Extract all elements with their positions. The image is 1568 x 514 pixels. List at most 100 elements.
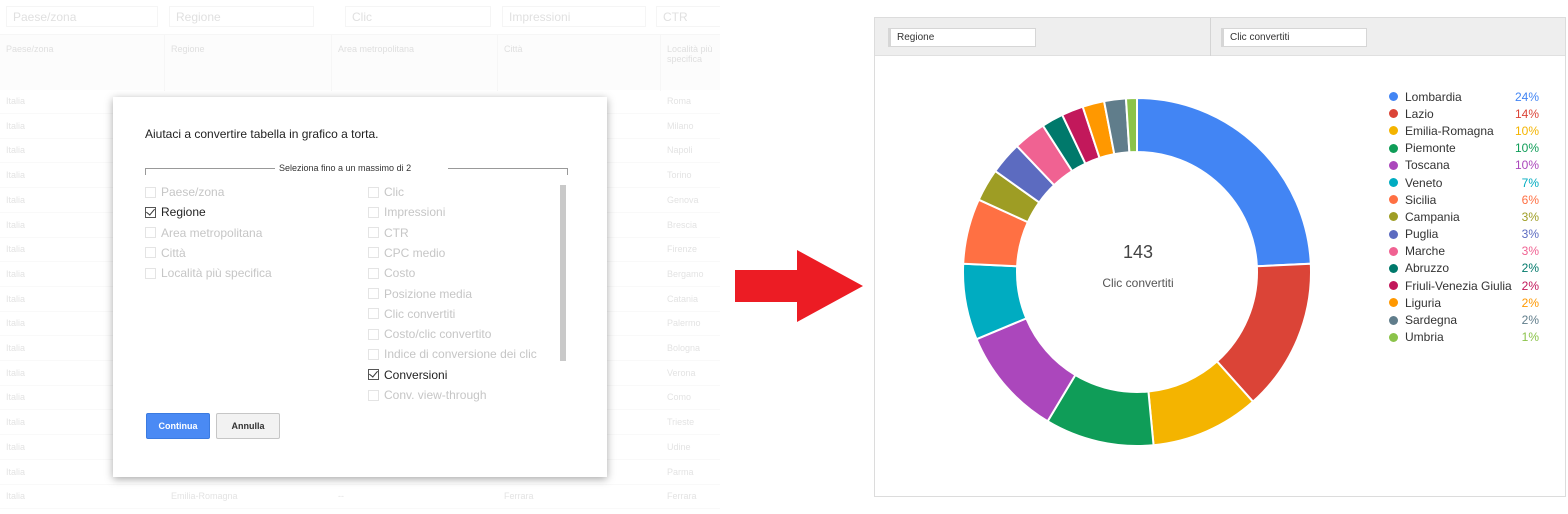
column-header[interactable]: Area metropolitana xyxy=(332,35,498,91)
legend-label: Piemonte xyxy=(1405,141,1456,156)
option-right-4[interactable]: Costo xyxy=(368,265,415,281)
legend-label: Friuli-Venezia Giulia xyxy=(1405,278,1512,293)
legend-percent: 3% xyxy=(1521,244,1539,259)
legend-item[interactable]: Friuli-Venezia Giulia 2% xyxy=(1389,277,1539,294)
cancel-button[interactable]: Annulla xyxy=(216,413,280,439)
checkbox[interactable] xyxy=(368,308,379,320)
table-cell: Ferrara xyxy=(504,491,534,502)
legend-item[interactable]: Toscana 10% xyxy=(1389,157,1539,174)
option-right-7[interactable]: Costo/clic convertito xyxy=(368,326,491,342)
option-right-5[interactable]: Posizione media xyxy=(368,286,472,302)
donut-center-label: Clic convertiti xyxy=(1102,276,1174,290)
metric-field[interactable]: Clic convertiti xyxy=(1221,28,1367,47)
legend-item[interactable]: Sicilia 6% xyxy=(1389,191,1539,208)
legend-swatch-icon xyxy=(1389,160,1398,170)
option-right-0[interactable]: Clic xyxy=(368,184,404,200)
filter-paese-input[interactable]: Paese/zona xyxy=(6,6,158,27)
continue-button[interactable]: Continua xyxy=(146,413,210,439)
chart-header: Regione Clic convertiti xyxy=(875,18,1565,56)
table-cell: Parma xyxy=(667,466,694,477)
option-left-3[interactable]: Città xyxy=(145,245,186,261)
option-right-9[interactable]: Conversioni xyxy=(368,367,447,383)
options-scrollbar[interactable] xyxy=(560,185,566,361)
checkbox[interactable] xyxy=(368,247,379,259)
legend-percent: 2% xyxy=(1521,278,1539,293)
legend-item[interactable]: Lazio 14% xyxy=(1389,105,1539,122)
checkbox[interactable] xyxy=(145,247,156,259)
legend-item[interactable]: Sardegna 2% xyxy=(1389,311,1539,328)
dimension-field[interactable]: Regione xyxy=(888,28,1036,47)
legend-percent: 1% xyxy=(1521,330,1539,345)
column-header[interactable]: Località più specifica xyxy=(661,35,720,91)
legend-swatch-icon xyxy=(1389,281,1398,291)
checkbox[interactable] xyxy=(368,206,379,218)
option-right-8[interactable]: Indice di conversione dei clic xyxy=(368,346,537,362)
legend-item[interactable]: Veneto 7% xyxy=(1389,174,1539,191)
checkbox[interactable] xyxy=(368,267,379,279)
table-cell: Italia xyxy=(6,244,26,255)
arrow-shape xyxy=(735,250,863,322)
filter-clic-input[interactable]: Clic xyxy=(345,6,491,27)
legend-item[interactable]: Piemonte 10% xyxy=(1389,140,1539,157)
checkbox[interactable] xyxy=(368,227,379,239)
column-header[interactable]: Paese/zona xyxy=(0,35,165,91)
legend-item[interactable]: Abruzzo 2% xyxy=(1389,260,1539,277)
checkbox[interactable] xyxy=(145,227,156,239)
table-cell: Italia xyxy=(6,367,26,378)
legend-swatch-icon xyxy=(1389,178,1398,188)
fieldset-border xyxy=(145,168,275,175)
legend-label: Abruzzo xyxy=(1405,261,1450,276)
column-header[interactable]: Regione xyxy=(165,35,332,91)
checkbox[interactable] xyxy=(368,328,379,340)
filter-regione-input[interactable]: Regione xyxy=(169,6,314,27)
legend-percent: 10% xyxy=(1514,141,1539,156)
table-cell: Napoli xyxy=(667,145,693,156)
table-cell: Italia xyxy=(6,343,26,353)
option-left-1[interactable]: Regione xyxy=(145,204,206,220)
legend-item[interactable]: Marche 3% xyxy=(1389,243,1539,260)
table-cell: Italia xyxy=(6,194,26,205)
option-left-4[interactable]: Località più specifica xyxy=(145,265,272,281)
slice-umbria[interactable] xyxy=(1124,96,1138,154)
table-cell: Italia xyxy=(6,170,26,181)
legend-item[interactable]: Puglia 3% xyxy=(1389,226,1539,243)
checkbox[interactable] xyxy=(368,389,379,401)
filter-ctr-input[interactable]: CTR xyxy=(656,6,720,27)
option-right-2[interactable]: CTR xyxy=(368,225,409,241)
option-left-0[interactable]: Paese/zona xyxy=(145,184,224,200)
legend-item[interactable]: Campania 3% xyxy=(1389,208,1539,225)
checked-checkbox[interactable] xyxy=(145,206,156,218)
donut-chart xyxy=(962,96,1312,447)
fieldset-border xyxy=(448,168,568,175)
option-right-6[interactable]: Clic convertiti xyxy=(368,306,455,322)
legend-item[interactable]: Emilia-Romagna 10% xyxy=(1389,122,1539,139)
checkbox[interactable] xyxy=(368,348,379,360)
option-left-2[interactable]: Area metropolitana xyxy=(145,225,262,241)
checkbox[interactable] xyxy=(145,267,156,279)
checkbox[interactable] xyxy=(145,186,156,198)
checked-checkbox[interactable] xyxy=(368,368,379,381)
legend-item[interactable]: Lombardia 24% xyxy=(1389,88,1539,105)
filter-impressioni-input[interactable]: Impressioni xyxy=(502,6,646,27)
legend-swatch-icon xyxy=(1389,246,1398,256)
pie-chart-card: Regione Clic convertiti 143 Clic convert… xyxy=(874,17,1566,497)
option-right-1[interactable]: Impressioni xyxy=(368,204,445,220)
table-cell: Firenze xyxy=(667,244,698,255)
legend-item[interactable]: Liguria 2% xyxy=(1389,294,1539,311)
table-panel: Paese/zona Regione Clic Impressioni CTR … xyxy=(0,0,720,514)
table-cell: Genova xyxy=(667,194,699,205)
column-header[interactable]: Città xyxy=(498,35,661,91)
option-label: Paese/zona xyxy=(161,185,225,199)
legend-item[interactable]: Umbria 1% xyxy=(1389,329,1539,346)
option-right-10[interactable]: Conv. view-through xyxy=(368,387,487,403)
option-label: Area metropolitana xyxy=(161,225,263,240)
table-cell: Italia xyxy=(6,417,26,428)
checkbox[interactable] xyxy=(368,288,379,299)
option-right-3[interactable]: CPC medio xyxy=(368,245,445,261)
row-divider xyxy=(0,483,720,485)
checkbox[interactable] xyxy=(368,186,379,198)
table-cell: Italia xyxy=(6,120,26,131)
table-cell: Bergamo xyxy=(667,268,704,279)
legend-swatch-icon xyxy=(1389,332,1398,342)
legend-percent: 2% xyxy=(1521,261,1539,276)
